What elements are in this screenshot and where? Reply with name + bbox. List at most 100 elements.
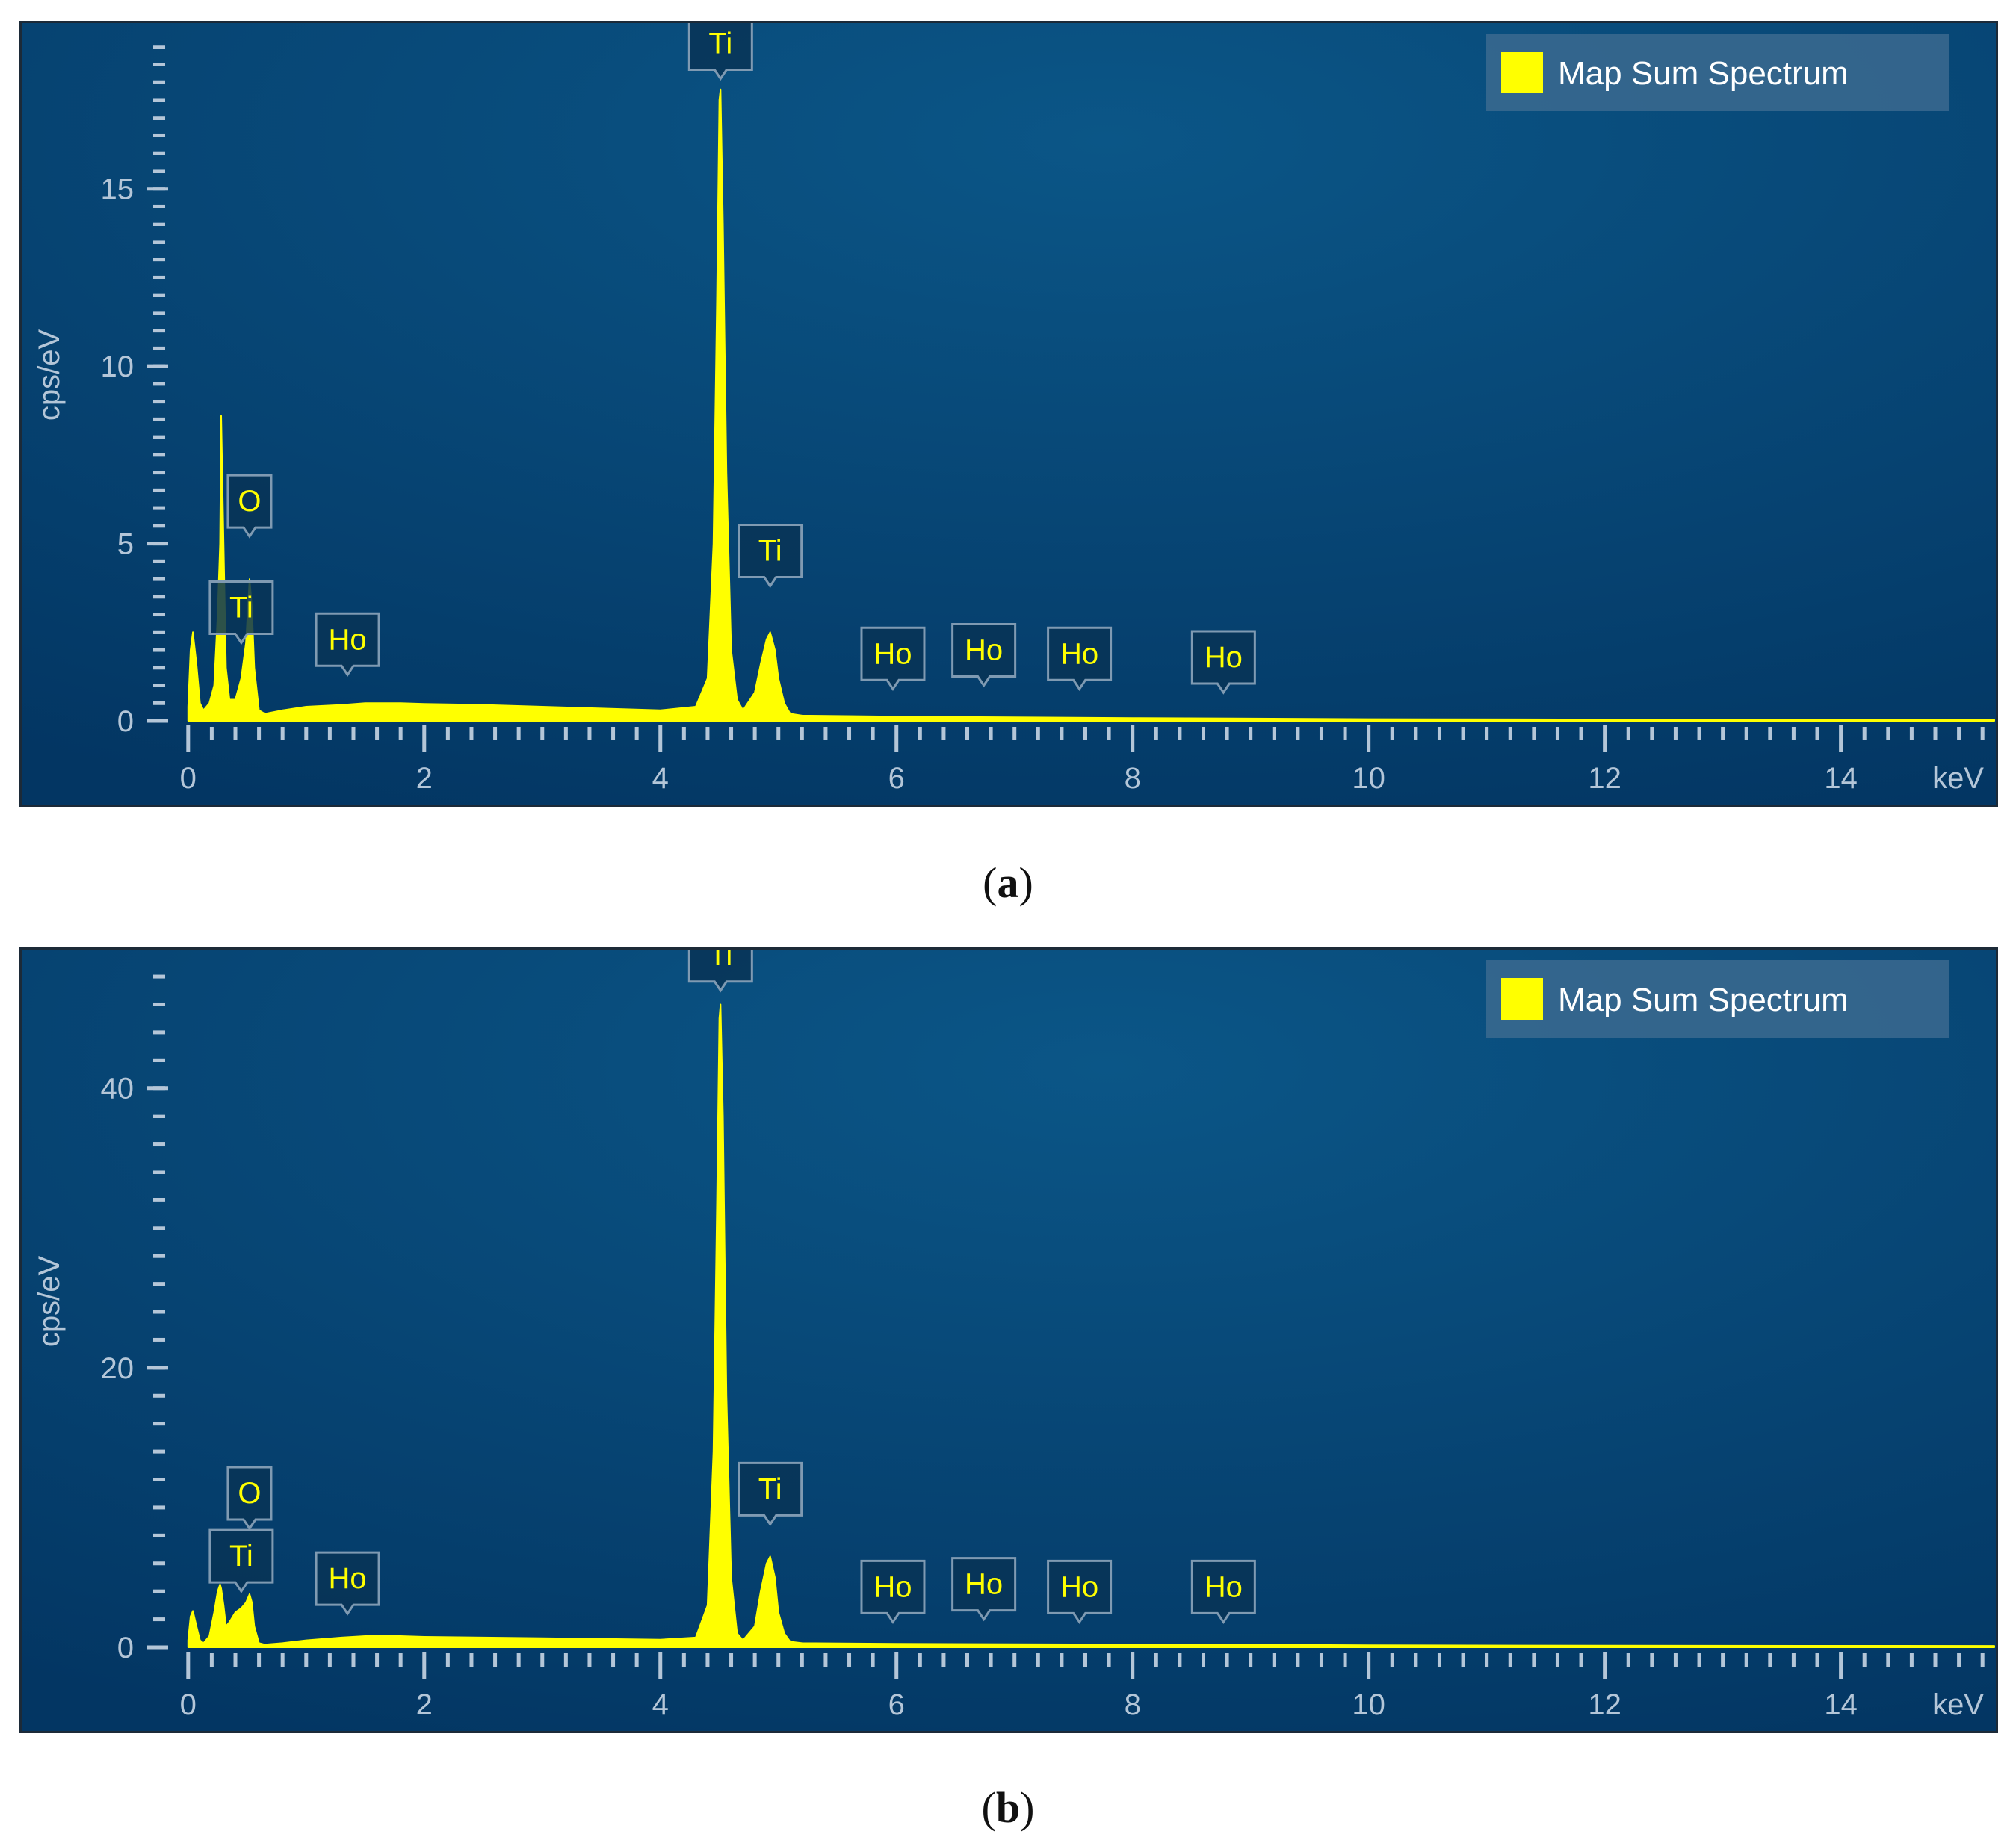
peak-label-box: [951, 623, 1017, 688]
peak-label-text: Ho: [965, 634, 1003, 667]
peak-label-text: Ho: [329, 623, 367, 656]
plot-background: [22, 23, 1996, 805]
peak-label-ho: Ho: [860, 626, 926, 691]
caption-letter: a: [997, 858, 1019, 907]
peak-label-text: Ho: [329, 1562, 367, 1595]
peak-label-box: [860, 1559, 926, 1625]
peak-label-box: [315, 612, 380, 677]
peak-label-ho: Ho: [1190, 1559, 1256, 1625]
legend-box: [1486, 960, 1949, 1038]
caption-letter: b: [995, 1783, 1021, 1832]
y-axis-label: cps/eV: [33, 1256, 66, 1348]
y-tick-label: 20: [101, 1352, 134, 1385]
y-tick-label: 40: [101, 1073, 134, 1106]
peak-label-text: Ti: [229, 1540, 253, 1573]
x-tick-label: 10: [1352, 762, 1385, 795]
peak-label-text: Ti: [708, 27, 732, 60]
plot-background: [22, 950, 1996, 1731]
peak-label-text: Ti: [229, 592, 253, 625]
x-tick-label: 8: [1125, 1688, 1141, 1721]
legend: Map Sum Spectrum: [1486, 34, 1949, 111]
spectrum-panel-a: 0 5 10 15 cps/eV 0 2 4 6 8 10 12 14 keV O Ti Ho Ti Ti Ho Ho H…: [19, 21, 1998, 807]
x-tick-label: 2: [416, 1688, 433, 1721]
peak-label-text: Ho: [874, 1570, 912, 1603]
x-tick-label: 10: [1352, 1688, 1385, 1721]
peak-label-text: Ho: [874, 637, 912, 670]
peak-label-ti: Ti: [738, 524, 803, 589]
peak-label-box: [226, 474, 273, 539]
y-axis-label: cps/eV: [33, 329, 66, 421]
spectrum-area: [187, 1003, 1995, 1648]
peak-label-box: [208, 1528, 274, 1593]
x-unit-label: keV: [1932, 1688, 1984, 1721]
spectrum-panel-b: 0 20 40 cps/eV 0 2 4 6 8 10 12 14 keV O Ti Ho Ti Ti Ho Ho Ho…: [19, 947, 1998, 1733]
peak-label-box: [1190, 1559, 1256, 1625]
y-tick-label: 15: [101, 173, 134, 206]
caption-a: (a): [0, 858, 2016, 908]
peak-label-ho: Ho: [860, 1559, 926, 1625]
peak-label-o: O: [226, 1466, 273, 1531]
peak-label-text: Ho: [965, 1568, 1003, 1601]
y-tick-label: 10: [101, 350, 134, 383]
x-tick-label: 12: [1588, 1688, 1621, 1721]
y-tick-label: 0: [117, 1632, 134, 1664]
x-tick-label: 8: [1125, 762, 1141, 795]
x-tick-label: 12: [1588, 762, 1621, 795]
x-unit-label: keV: [1932, 762, 1984, 795]
legend-label: Map Sum Spectrum: [1558, 982, 1849, 1018]
spectrum-area: [187, 88, 1995, 722]
peak-label-text: O: [238, 485, 261, 518]
x-tick-label: 14: [1824, 762, 1858, 795]
x-tick-label: 2: [416, 762, 433, 795]
peak-label-box: [951, 1557, 1017, 1622]
caption-b: (b): [0, 1782, 2016, 1833]
peak-label-box: [1047, 626, 1113, 691]
spectrum-chart-b: 0 20 40 cps/eV 0 2 4 6 8 10 12 14 keV O Ti Ho Ti Ti Ho Ho Ho…: [22, 950, 1996, 1731]
peak-label-text: Ti: [758, 535, 782, 568]
peak-label-box: [860, 626, 926, 691]
spectrum-chart-a: 0 5 10 15 cps/eV 0 2 4 6 8 10 12 14 keV O Ti Ho Ti Ti Ho Ho H…: [22, 23, 1996, 805]
x-tick-label: 4: [652, 762, 669, 795]
peak-label-ho: Ho: [315, 1551, 380, 1616]
peak-label-text: O: [238, 1477, 261, 1510]
peak-label-box: [738, 1461, 803, 1527]
peak-label-box: [738, 524, 803, 589]
x-tick-label: 6: [888, 762, 905, 795]
peak-label-box: [687, 23, 753, 81]
peak-label-box: [226, 1466, 273, 1531]
peak-label-ho: Ho: [951, 623, 1017, 688]
peak-label-o: O: [226, 474, 273, 539]
peak-label-ti: Ti: [687, 23, 753, 81]
peak-label-text: Ti: [758, 1472, 782, 1505]
caption-a-text: (a): [983, 858, 1033, 907]
x-tick-label: 0: [180, 1688, 197, 1721]
peak-label-ho: Ho: [1190, 630, 1256, 695]
peak-label-text: Ho: [1060, 637, 1098, 670]
legend-swatch: [1501, 52, 1543, 93]
peak-label-ho: Ho: [1047, 1559, 1113, 1625]
peak-label-ho: Ho: [951, 1557, 1017, 1622]
peak-label-text: Ho: [1060, 1570, 1098, 1603]
legend: Map Sum Spectrum: [1486, 960, 1949, 1038]
peak-label-box: [1190, 630, 1256, 695]
peak-label-text: Ho: [1205, 1570, 1243, 1603]
peak-label-box: [208, 580, 274, 645]
x-tick-label: 14: [1824, 1688, 1858, 1721]
legend-label: Map Sum Spectrum: [1558, 55, 1849, 92]
peak-label-text: Ho: [1205, 641, 1243, 674]
caption-b-text: (b): [981, 1783, 1035, 1832]
x-tick-label: 0: [180, 762, 197, 795]
x-tick-label: 6: [888, 1688, 905, 1721]
peak-label-box: [315, 1551, 380, 1616]
y-tick-label: 0: [117, 705, 134, 738]
x-tick-label: 4: [652, 1688, 669, 1721]
legend-box: [1486, 34, 1949, 111]
y-tick-label: 5: [117, 528, 134, 561]
peak-label-ti: Ti: [208, 580, 274, 645]
peak-label-box: [1047, 1559, 1113, 1625]
peak-label-ti: Ti: [208, 1528, 274, 1593]
peak-label-ho: Ho: [315, 612, 380, 677]
peak-label-ho: Ho: [1047, 626, 1113, 691]
peak-label-ti: Ti: [687, 950, 753, 993]
peak-label-ti: Ti: [738, 1461, 803, 1527]
